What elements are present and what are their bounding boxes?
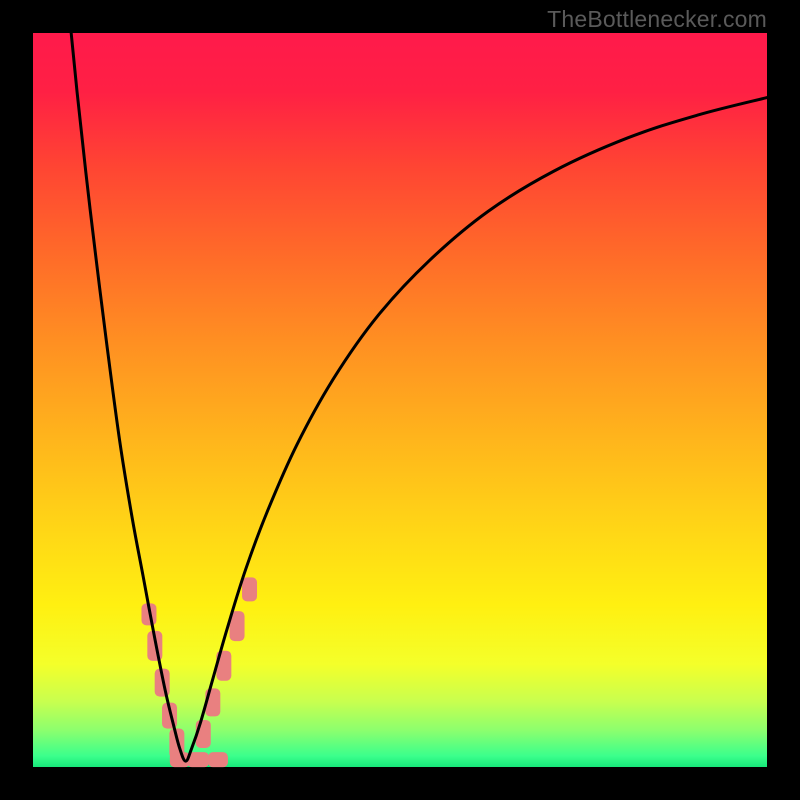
bottleneck-curve <box>71 33 767 761</box>
plot-area <box>33 33 767 767</box>
canvas-frame: TheBottlenecker.com <box>0 0 800 800</box>
data-marker <box>242 577 257 601</box>
watermark-label: TheBottlenecker.com <box>547 6 767 33</box>
data-marker <box>208 752 228 767</box>
curve-layer <box>33 33 767 767</box>
